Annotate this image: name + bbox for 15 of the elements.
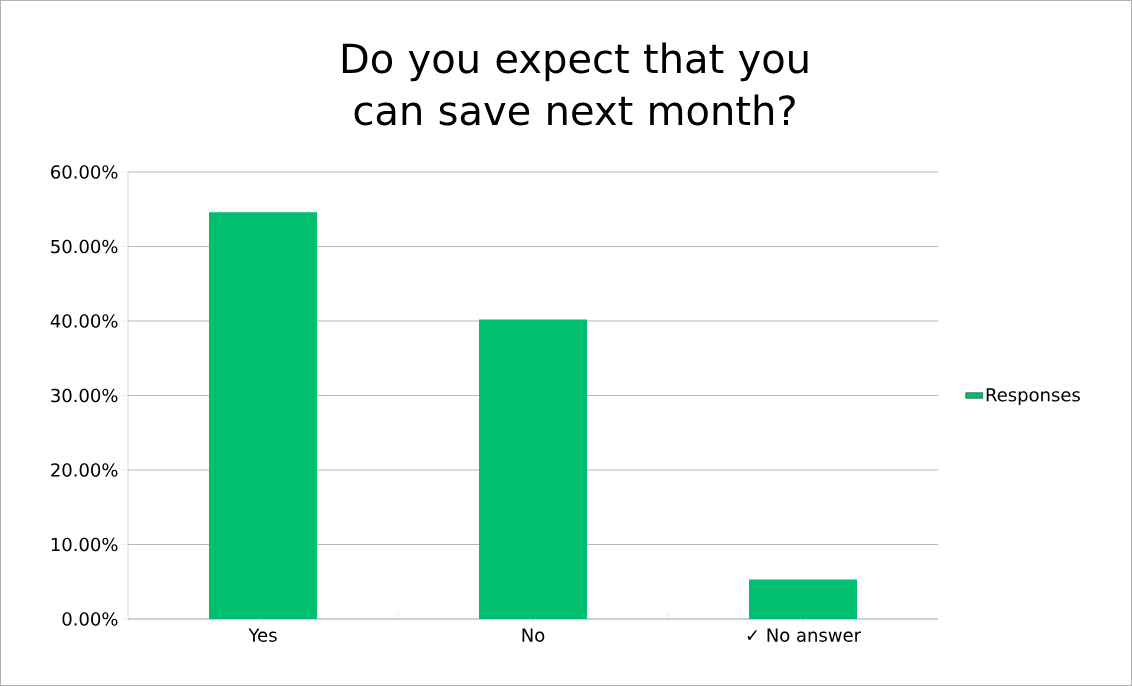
bar — [749, 579, 858, 619]
y-tick-label: 20.00% — [51, 463, 118, 477]
bar — [209, 212, 317, 619]
x-tick-label: Yes — [248, 628, 277, 642]
bar — [479, 319, 588, 619]
y-tick-label: 50.00% — [51, 239, 118, 254]
x-tick-label: No — [522, 628, 545, 642]
x-tick-label: ✓ No answer — [747, 628, 862, 642]
y-tick-label: 60.00% — [51, 165, 118, 179]
chart-title: Do you expect that you can save next month? — [342, 42, 808, 126]
y-tick-label: 10.00% — [51, 537, 118, 552]
y-tick-label: 40.00% — [50, 314, 118, 328]
y-tick-label: 30.00% — [51, 388, 118, 403]
y-tick-label: 0.00% — [62, 612, 118, 626]
legend-label: Responses — [986, 388, 1080, 406]
